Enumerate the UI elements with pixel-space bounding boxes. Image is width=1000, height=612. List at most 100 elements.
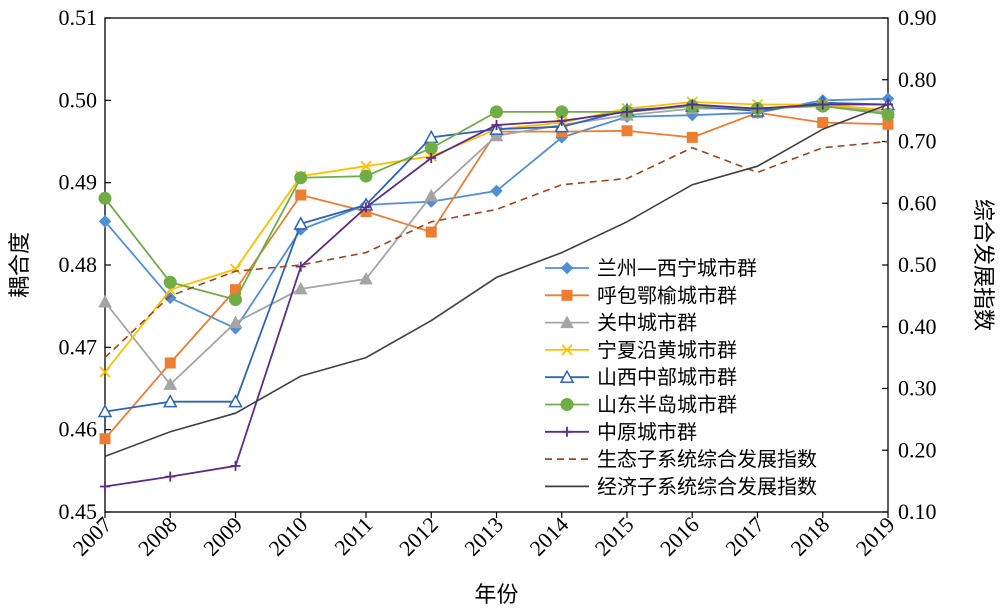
data-point [97, 403, 113, 418]
data-point [293, 216, 309, 230]
series-2 [99, 107, 894, 445]
data-point [361, 202, 371, 213]
right-tick-label: 0.70 [898, 129, 937, 154]
data-point [490, 184, 503, 198]
plot-frame [104, 17, 889, 513]
legend-label: 山西中部城市群 [597, 365, 737, 389]
data-point [165, 471, 176, 482]
data-point [98, 191, 112, 205]
data-point [229, 263, 242, 275]
series-line [104, 103, 889, 386]
series-8 [104, 140, 889, 359]
legend-item: 生态子系统综合发展指数 [545, 447, 817, 471]
left-tick-label: 0.51 [59, 5, 98, 30]
data-point [490, 105, 503, 119]
legend-marker [560, 261, 574, 275]
series-3 [98, 97, 895, 390]
series-9 [104, 103, 889, 458]
series-line [104, 101, 889, 413]
legend-label: 呼包鄂榆城市群 [597, 283, 737, 307]
x-tick-label: 2015 [590, 512, 639, 561]
data-point [424, 141, 438, 155]
data-point [99, 433, 111, 445]
legend-marker [559, 369, 575, 383]
series-layer [97, 92, 896, 492]
left-axis-title: 耦合度 [8, 232, 33, 298]
x-tick-label: 2014 [524, 512, 573, 561]
right-tick-label: 0.20 [898, 437, 937, 462]
right-tick-label: 0.30 [898, 376, 937, 401]
data-point [424, 188, 439, 202]
legend-item: 关中城市群 [545, 311, 697, 335]
data-point [99, 366, 111, 378]
data-point [489, 128, 504, 142]
data-point [556, 115, 567, 126]
legend-label: 关中城市群 [597, 311, 697, 335]
legend-marker [561, 344, 573, 356]
data-point [164, 291, 177, 305]
data-point [293, 281, 308, 295]
legend-item: 经济子系统综合发展指数 [545, 474, 817, 498]
data-point [881, 107, 895, 121]
x-axis: 2007 2008 2009 2010 2011 2012 2013 2014 2015 2016… [68, 512, 900, 561]
x-tick-label: 2019 [851, 512, 900, 561]
data-point [817, 99, 828, 110]
series-line [104, 101, 889, 373]
right-tick-label: 0.40 [898, 314, 937, 339]
data-point [294, 171, 308, 185]
data-point [228, 315, 243, 329]
legend-marker [561, 289, 573, 301]
x-tick-label: 2009 [198, 512, 247, 561]
left-tick-label: 0.49 [59, 170, 98, 195]
legend-item: 呼包鄂榆城市群 [545, 283, 737, 307]
x-tick-label: 2011 [329, 512, 377, 560]
right-axis: 0.10 0.20 0.30 0.40 0.50 0.60 0.70 0.80 0.90 [882, 5, 937, 524]
data-point [100, 481, 110, 492]
legend-item: 宁夏沿黄城市群 [545, 338, 737, 362]
data-point [229, 293, 242, 307]
x-tick-label: 2018 [785, 512, 834, 561]
data-point [295, 189, 307, 201]
data-point [359, 271, 373, 285]
left-tick-label: 0.45 [59, 499, 98, 524]
legend-label: 经济子系统综合发展指数 [597, 474, 817, 498]
legend-label: 山东半岛城市群 [597, 393, 737, 417]
legend-label: 中原城市群 [597, 420, 697, 444]
series-7 [100, 99, 893, 492]
data-point [98, 295, 112, 308]
series-line [104, 103, 889, 458]
data-point [230, 460, 241, 471]
data-point [752, 103, 763, 114]
legend-marker [562, 426, 572, 437]
data-point [817, 117, 829, 129]
data-point [426, 152, 437, 163]
right-tick-label: 0.10 [898, 499, 937, 524]
right-tick-label: 0.80 [898, 67, 937, 92]
data-point [295, 261, 306, 272]
data-point [98, 215, 112, 228]
legend-marker [560, 315, 574, 329]
right-tick-label: 0.50 [898, 252, 937, 277]
legend-item: 山东半岛城市群 [545, 393, 737, 417]
data-point [687, 99, 698, 110]
data-point [359, 169, 373, 183]
left-tick-label: 0.47 [59, 334, 98, 359]
series-5 [97, 95, 896, 418]
data-point [164, 357, 176, 369]
left-axis: 0.45 0.46 0.47 0.48 0.49 0.50 0.51 [59, 5, 111, 524]
data-point [686, 131, 698, 143]
x-tick-label: 2008 [133, 512, 182, 561]
legend-label: 兰州—西宁城市群 [597, 256, 757, 280]
x-tick-label: 2017 [720, 512, 769, 561]
right-tick-label: 0.90 [898, 5, 937, 30]
legend-item: 兰州—西宁城市群 [545, 256, 757, 280]
legend-item: 山西中部城市群 [545, 365, 737, 389]
right-tick-label: 0.60 [898, 190, 937, 215]
right-axis-title: 综合发展指数 [970, 199, 995, 331]
legend-label: 生态子系统综合发展指数 [597, 447, 817, 471]
data-point [622, 106, 632, 117]
data-point [883, 99, 893, 110]
x-tick-label: 2012 [394, 512, 443, 561]
data-point [163, 377, 178, 390]
